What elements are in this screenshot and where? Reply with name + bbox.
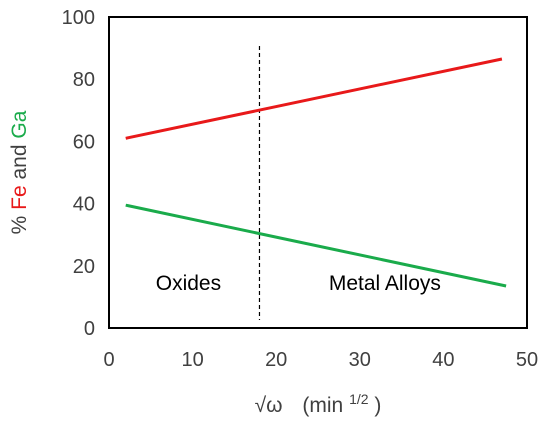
x-axis-unit-suffix: ): [374, 394, 381, 417]
y-tick-label: 40: [73, 194, 95, 216]
x-axis-label: √ω (min 1/2 ): [255, 386, 382, 417]
y-tick-label: 0: [84, 318, 95, 340]
plot-frame: [108, 16, 528, 329]
y-tick-label: 100: [62, 7, 95, 29]
series-line-1: [125, 57, 503, 140]
y-tick-label: 80: [73, 69, 95, 91]
y-axis-prefix: %: [8, 210, 31, 235]
x-tick-label: 30: [349, 349, 371, 371]
x-tick-label: 10: [181, 349, 203, 371]
region-labels: Oxides Metal Alloys: [156, 272, 441, 295]
region-label: Oxides: [156, 272, 221, 295]
series-line-2: [125, 203, 507, 288]
y-axis-fe: Fe: [8, 185, 31, 210]
y-axis-and: and: [8, 139, 31, 180]
x-axis-unit-exponent: 1/2: [349, 391, 369, 407]
series-group: [125, 57, 507, 288]
x-tick-label: 40: [432, 349, 454, 371]
x-axis-unit-prefix: (min: [302, 394, 343, 417]
y-tick-label: 20: [73, 256, 95, 278]
region-label: Metal Alloys: [329, 272, 441, 295]
x-tick-label: 20: [265, 349, 287, 371]
x-tick-label: 0: [103, 349, 114, 371]
x-tick-label: 50: [516, 349, 538, 371]
y-axis-ga: Ga: [8, 110, 31, 138]
y-tick-label: 60: [73, 131, 95, 153]
x-axis-symbol: √ω: [255, 394, 283, 417]
y-axis-label: % Fe and Ga: [8, 110, 31, 234]
tick-labels: 0 10 20 30 40 50 0 20 40 60 80 100: [62, 7, 539, 371]
